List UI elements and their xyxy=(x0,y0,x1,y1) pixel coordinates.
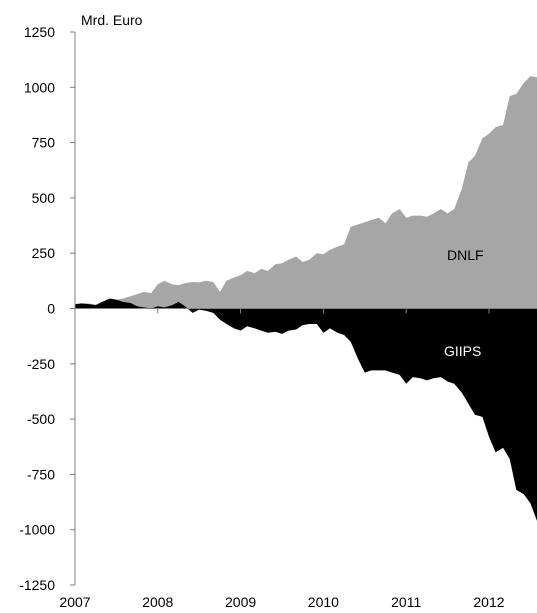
x-tick-label: 2008 xyxy=(142,594,173,610)
y-tick-label: 750 xyxy=(32,135,56,151)
y-tick-label: 500 xyxy=(32,190,56,206)
y-tick-label: -750 xyxy=(27,466,55,482)
y-axis-unit-label: Mrd. Euro xyxy=(81,12,143,28)
y-tick-label: 0 xyxy=(47,301,55,317)
x-axis-ticks: 2007 2008 2009 2010 2011 2012 xyxy=(59,308,505,610)
series-label-giips: GIIPS xyxy=(444,343,481,359)
series-label-dnlf: DNLF xyxy=(447,247,484,263)
x-tick-label: 2007 xyxy=(59,594,90,610)
area-dnlf xyxy=(75,76,537,309)
area-giips xyxy=(75,298,537,521)
x-tick-label: 2011 xyxy=(391,594,421,610)
chart-areas xyxy=(75,76,537,521)
y-axis-ticks: 1250 1000 750 500 250 0 -250 -500 -750 -1000 -1250 xyxy=(19,24,75,593)
x-tick-label: 2010 xyxy=(308,594,339,610)
x-tick-label: 2009 xyxy=(225,594,256,610)
y-tick-label: -250 xyxy=(27,356,55,372)
y-tick-label: 250 xyxy=(32,245,56,261)
y-tick-label: -1000 xyxy=(19,522,55,538)
y-tick-label: 1250 xyxy=(24,24,55,40)
y-tick-label: -1250 xyxy=(19,577,55,593)
x-tick-label: 2012 xyxy=(473,594,504,610)
y-tick-label: 1000 xyxy=(24,79,55,95)
y-tick-label: -500 xyxy=(27,411,55,427)
